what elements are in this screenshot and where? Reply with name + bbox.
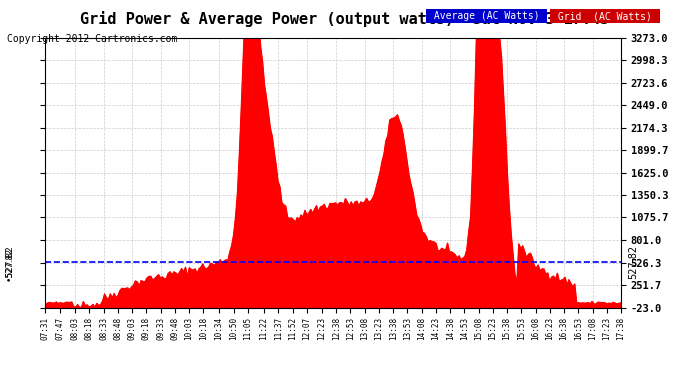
Text: Average (AC Watts): Average (AC Watts) <box>428 11 545 21</box>
Text: Grid Power & Average Power (output watts)  Sat Nov 3 17:45: Grid Power & Average Power (output watts… <box>80 11 610 27</box>
Text: •527.82: •527.82 <box>4 244 13 281</box>
Text: Grid  (AC Watts): Grid (AC Watts) <box>552 11 658 21</box>
Text: 527.82: 527.82 <box>6 248 14 277</box>
Text: Copyright 2012 Cartronics.com: Copyright 2012 Cartronics.com <box>7 34 177 44</box>
Text: 527.82: 527.82 <box>628 245 638 279</box>
